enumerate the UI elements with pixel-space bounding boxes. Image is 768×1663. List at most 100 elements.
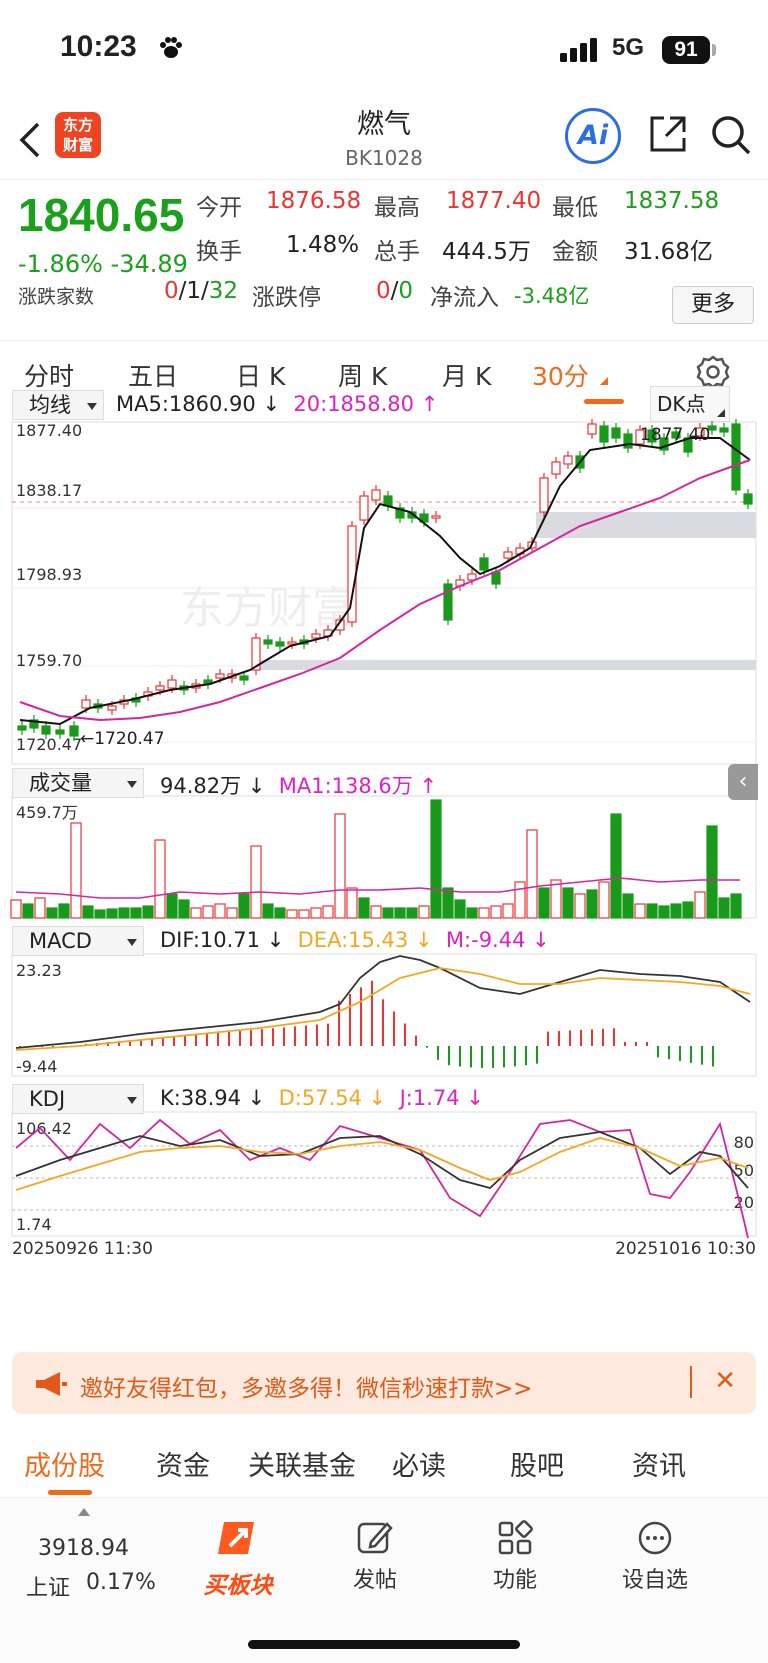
candle	[671, 431, 681, 439]
volume-value: 444.5万	[442, 239, 531, 265]
price-axis-label: 1877.40	[16, 421, 82, 440]
kdj-axis-label: 1.74	[16, 1215, 52, 1234]
price-chart: 东方财富 1877.40 1838.17 1798.93 1759.70 1720.47 1…	[10, 419, 757, 1259]
index-value[interactable]: 3918.94	[38, 1536, 129, 1561]
macd-frame	[11, 953, 757, 1077]
volume-bar	[466, 907, 478, 919]
low-value: 1837.58	[624, 188, 720, 214]
volume-bar	[610, 813, 622, 919]
volume-bar	[454, 899, 466, 919]
volume-bar	[418, 905, 430, 919]
candle	[551, 461, 561, 475]
low-label: 最低	[552, 195, 598, 221]
add-watchlist-button[interactable]: 设自选	[620, 1520, 690, 1594]
limit-down-count: 0	[398, 278, 414, 304]
candle	[563, 455, 573, 465]
macd-select[interactable]: MACD	[12, 926, 144, 956]
kdj-select[interactable]: KDJ	[12, 1084, 144, 1114]
collapse-arrow-icon[interactable]: ‹	[728, 764, 758, 800]
ma20-line	[19, 459, 751, 722]
tab-constituents[interactable]: 成份股	[24, 1451, 105, 1482]
candle	[479, 557, 489, 571]
kdj-level-label: 20	[734, 1193, 754, 1212]
candle	[731, 423, 741, 491]
limit-label: 涨跌停	[252, 285, 321, 311]
candle	[695, 427, 705, 437]
dk-button[interactable]: DK点	[650, 386, 730, 422]
updown-counts: 0/1/32	[164, 278, 239, 304]
open-value: 1876.58	[266, 188, 362, 214]
tab-weekly[interactable]: 周 K	[338, 362, 388, 391]
close-icon[interactable]: ✕	[714, 1366, 736, 1396]
active-tab-underline	[48, 1490, 92, 1495]
tab-30min[interactable]: 30分	[532, 362, 589, 391]
volume-ma-value: MA1:138.6万	[278, 774, 413, 798]
ai-button[interactable]: Ai	[565, 108, 621, 164]
ma-select-label: 均线	[29, 393, 71, 417]
function-button[interactable]: 功能	[490, 1520, 540, 1594]
search-icon[interactable]	[710, 114, 752, 156]
volume-bar	[622, 893, 634, 919]
volume-bar	[514, 881, 526, 919]
index-change[interactable]: 0.17%	[86, 1570, 156, 1595]
volume-bar	[370, 905, 382, 919]
page-title: 燃气	[357, 109, 411, 140]
m-value: M:-9.44	[445, 928, 526, 952]
tab-monthly[interactable]: 月 K	[442, 362, 492, 391]
candle	[635, 429, 645, 445]
gear-icon[interactable]	[696, 355, 730, 389]
volume-label: 总手	[374, 239, 420, 265]
volume-select[interactable]: 成交量	[12, 768, 144, 798]
watermark: 东方财富	[180, 583, 356, 634]
limit-counts: 0/0	[376, 278, 414, 304]
candle	[155, 685, 165, 691]
macd-values: DIF:10.71 ↓ DEA:15.43 ↓ M:-9.44 ↓	[160, 928, 550, 952]
tab-related-funds[interactable]: 关联基金	[248, 1451, 356, 1482]
volume-bar	[34, 897, 46, 919]
function-label: 功能	[492, 1568, 537, 1593]
index-name[interactable]: 上证	[26, 1576, 71, 1601]
back-icon[interactable]	[18, 120, 42, 160]
dea-value: DEA:15.43	[297, 928, 409, 952]
megaphone-icon	[36, 1372, 67, 1396]
candle	[743, 493, 753, 505]
candle	[29, 719, 39, 729]
buy-icon	[218, 1522, 254, 1554]
macd-axis-label: -9.44	[16, 1057, 57, 1076]
kline-chart[interactable]: 均线 MA5:1860.90 ↓ 20:1858.80 ↑ DK点 东方财富 18…	[0, 386, 768, 1338]
tab-funds[interactable]: 资金	[156, 1451, 210, 1482]
buy-sector-button[interactable]: 买板块	[200, 1520, 276, 1600]
volume-bar	[634, 903, 646, 919]
watch-label: 设自选	[621, 1568, 688, 1593]
k-value: K:38.94	[160, 1086, 241, 1110]
candle	[659, 437, 669, 451]
kdj-frame	[11, 1111, 757, 1237]
tab-five-day[interactable]: 五日	[128, 362, 179, 391]
volume-bar	[706, 825, 718, 919]
dif-line	[15, 955, 751, 1049]
volume-bar	[718, 897, 730, 919]
updown-label: 涨跌家数	[18, 286, 95, 308]
tab-intraday[interactable]: 分时	[24, 362, 75, 391]
home-indicator	[248, 1640, 520, 1649]
promo-banner[interactable]: 邀好友得红包，多邀多得！微信秒速打款>> ✕	[12, 1352, 756, 1414]
period-tabs: 分时 五日 日 K 周 K 月 K 30分	[0, 340, 768, 408]
tab-forum[interactable]: 股吧	[510, 1451, 564, 1482]
tab-must-read[interactable]: 必读	[392, 1451, 446, 1482]
volume-bar	[58, 903, 70, 919]
tab-news[interactable]: 资讯	[632, 1451, 686, 1482]
high-value: 1877.40	[446, 188, 542, 214]
volume-bar	[286, 909, 298, 919]
candle	[311, 633, 321, 639]
logo-text-1: 东方	[62, 116, 93, 134]
kdj-level-label: 50	[734, 1161, 754, 1180]
share-icon[interactable]	[648, 114, 688, 154]
high-label: 最高	[374, 195, 420, 221]
candle	[107, 705, 117, 711]
ma-select[interactable]: 均线	[12, 390, 104, 420]
volume-bar	[202, 905, 214, 919]
post-button[interactable]: 发帖	[350, 1520, 400, 1594]
candle	[17, 725, 27, 731]
tab-daily[interactable]: 日 K	[236, 362, 286, 391]
more-button[interactable]: 更多	[672, 286, 754, 324]
